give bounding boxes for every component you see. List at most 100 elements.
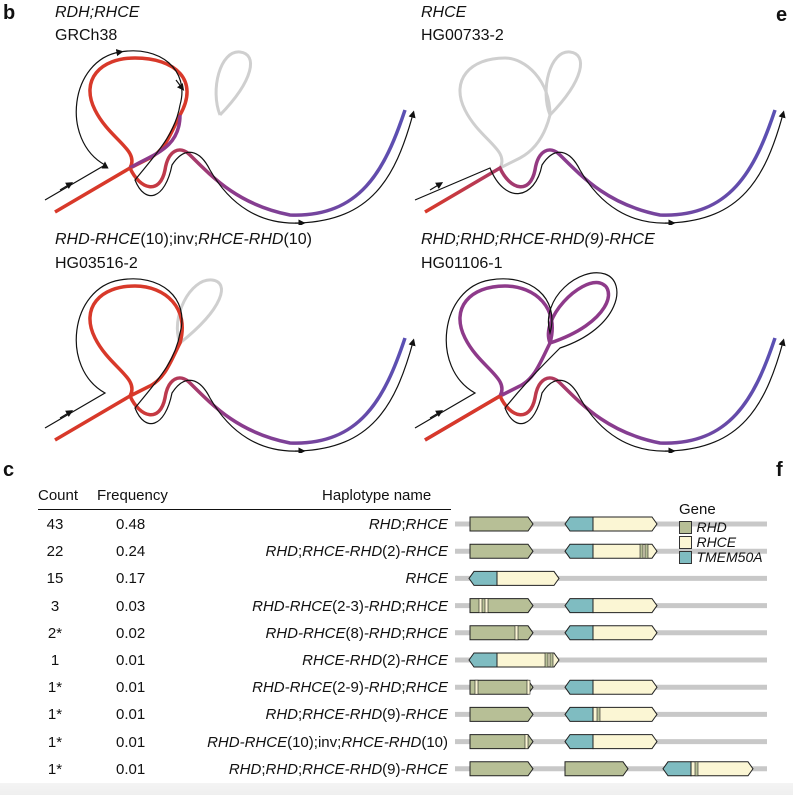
exon-band	[514, 625, 519, 641]
legend-item-tmem50a: TMEM50A	[679, 549, 763, 567]
rhd-gene	[469, 625, 534, 641]
rhce-gene	[592, 598, 658, 614]
legend-label-rhce: RHCE	[696, 534, 737, 550]
rhce-gene	[496, 652, 560, 668]
tmem-gene	[564, 543, 594, 559]
graph-1-pangenome	[44, 49, 416, 225]
row-count: 1*	[47, 733, 63, 751]
legend-label-rhd: RHD	[696, 519, 727, 535]
tmem-gene	[564, 625, 594, 641]
exon-band	[524, 734, 529, 749]
rhd-gene	[469, 761, 534, 777]
exon-band	[549, 652, 554, 668]
header-rule	[38, 509, 451, 510]
graph-4-sample: HG01106-1	[421, 255, 503, 272]
row-count: 22	[46, 543, 64, 561]
panel-letter-c: c	[3, 459, 15, 481]
row-count: 1*	[47, 760, 63, 778]
legend-item-rhce: RHCE	[679, 534, 736, 552]
rhd-gene	[469, 734, 534, 750]
exon-band	[474, 679, 479, 695]
rhd-gene	[469, 679, 534, 695]
row-haplotype-name: RHD-RHCE(8)-RHD;RHCE	[265, 624, 448, 642]
graph-2-sample: HG00733-2	[421, 27, 504, 44]
header-count: Count	[38, 487, 79, 504]
rhce-gene	[592, 625, 658, 641]
tmem-gene	[468, 652, 498, 668]
blue-path	[128, 109, 407, 217]
row-frequency: 0.01	[116, 760, 146, 778]
row-haplotype-name: RHD;RHCE-RHD(9)-RHCE	[265, 706, 448, 724]
exon-band	[596, 707, 601, 722]
row-frequency: 0.01	[116, 733, 146, 751]
legend-label-tmem50a: TMEM50A	[696, 549, 763, 565]
graph-3-sample: HG03516-2	[55, 255, 138, 272]
row-count: 1*	[47, 706, 63, 724]
tmem-gene	[564, 706, 594, 722]
panel-letter-f: f	[776, 459, 783, 481]
header-haplotype: Haplotype name	[322, 487, 432, 504]
row-haplotype-name: RHCE	[405, 570, 448, 588]
red-path	[54, 56, 189, 214]
tmem-gene	[564, 598, 594, 614]
graph-1-haplotype: RDH;RHCE	[55, 4, 140, 21]
row-frequency: 0.17	[116, 570, 146, 588]
row-count: 15	[46, 570, 64, 588]
row-frequency: 0.02	[116, 624, 146, 642]
graph-1-sample: GRCh38	[55, 27, 118, 44]
exon-band	[544, 652, 549, 668]
legend-item-rhd: RHD	[679, 519, 727, 537]
bottom-fade	[0, 783, 793, 795]
grey-loop	[214, 50, 253, 117]
rhd-gene	[469, 706, 534, 722]
graph-4-haplotype: RHD;RHD;RHCE-RHD(9)-RHCE	[421, 231, 655, 248]
rhce-gene	[592, 706, 658, 722]
row-frequency: 0.01	[116, 652, 146, 669]
exon-band	[484, 598, 489, 613]
legend-swatch-rhd	[679, 521, 692, 535]
tmem-gene	[662, 761, 692, 777]
rhd-gene	[469, 516, 534, 532]
graph-2-haplotype: RHCE	[421, 4, 467, 21]
graph-2-pangenome	[414, 50, 786, 225]
graph-4-pangenome	[414, 272, 786, 453]
rhce-gene	[592, 734, 658, 750]
row-frequency: 0.48	[116, 516, 146, 533]
row-haplotype-name: RHD;RHD;RHCE-RHD(9)-RHCE	[228, 760, 448, 778]
tmem-gene	[564, 734, 594, 750]
rhce-gene	[496, 570, 560, 586]
row-frequency: 0.01	[116, 679, 146, 697]
rhd-gene	[564, 761, 629, 777]
row-frequency: 0.01	[116, 706, 146, 724]
row-haplotype-name: RHD-RHCE(2-9)-RHD;RHCE	[252, 679, 448, 697]
rhd-gene	[469, 543, 534, 559]
row-frequency: 0.24	[116, 543, 146, 561]
colored-path	[424, 109, 777, 217]
header-frequency: Frequency	[97, 487, 168, 504]
panel-letter-b: b	[3, 2, 16, 24]
row-count: 43	[46, 516, 64, 533]
row-count: 1	[50, 652, 60, 669]
row-haplotype-name: RHD;RHCE	[368, 516, 448, 533]
row-count: 3	[50, 597, 60, 615]
haplotype-structure-diagrams	[455, 516, 767, 777]
tmem-gene	[564, 679, 594, 695]
exon-band	[644, 543, 649, 559]
grey-loop	[544, 50, 583, 117]
row-haplotype-name: RHD-RHCE(10);inv;RHCE-RHD(10)	[207, 733, 448, 751]
graph-3-pangenome	[44, 278, 416, 453]
legend-title: Gene	[679, 501, 716, 518]
exon-band	[639, 543, 644, 559]
rhce-gene	[690, 761, 754, 777]
rhce-gene	[592, 516, 658, 532]
row-haplotype-name: RHCE-RHD(2)-RHCE	[302, 652, 448, 669]
row-haplotype-name: RHD;RHCE-RHD(2)-RHCE	[265, 543, 448, 561]
exon-band	[526, 679, 531, 695]
rhce-gene	[592, 679, 658, 695]
row-frequency: 0.03	[116, 597, 146, 615]
panel-letter-e: e	[776, 4, 788, 26]
row-count: 1*	[47, 679, 63, 697]
row-haplotype-name: RHD-RHCE(2-3)-RHD;RHCE	[252, 597, 448, 615]
graph-3-haplotype: RHD-RHCE(10);inv;RHCE-RHD(10)	[55, 231, 312, 248]
exon-band	[478, 598, 483, 613]
